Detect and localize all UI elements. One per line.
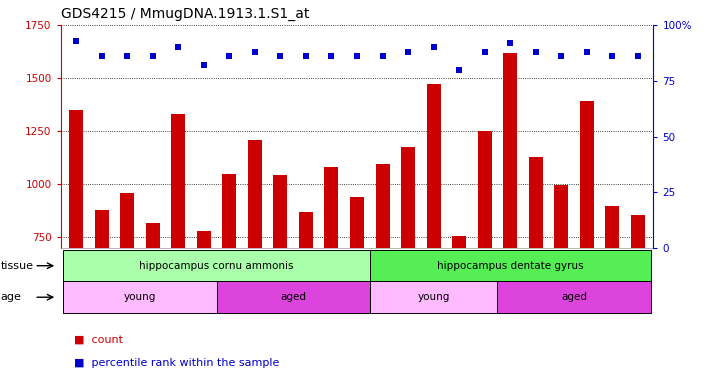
Bar [503,53,517,248]
Point [505,40,516,46]
Point [555,53,567,59]
Text: hippocampus dentate gyrus: hippocampus dentate gyrus [437,261,583,271]
Bar [273,175,288,248]
Text: young: young [124,292,156,302]
Bar [605,205,620,248]
Text: aged: aged [280,292,306,302]
Point [428,44,439,50]
Bar [631,215,645,248]
Bar [248,140,262,248]
Bar [171,114,185,248]
Bar [120,193,134,248]
Point [351,53,363,59]
Point [121,53,133,59]
Text: ■  percentile rank within the sample: ■ percentile rank within the sample [74,358,279,368]
Bar [222,174,236,248]
Bar [401,147,415,248]
Bar [529,157,543,248]
Bar [350,197,364,248]
Point [198,62,209,68]
Point [607,53,618,59]
Point [326,53,337,59]
Point [453,66,465,73]
Bar [580,101,594,248]
Point [403,49,414,55]
Bar [376,164,390,248]
Point [147,53,159,59]
Bar [94,210,109,248]
Text: aged: aged [561,292,587,302]
Point [96,53,107,59]
Point [70,38,81,44]
Point [300,53,311,59]
Point [377,53,388,59]
Bar [69,110,83,248]
Text: tissue: tissue [1,261,34,271]
Bar [197,231,211,248]
Bar [554,185,568,248]
Text: GDS4215 / MmugDNA.1913.1.S1_at: GDS4215 / MmugDNA.1913.1.S1_at [61,7,309,21]
Point [479,49,491,55]
Point [275,53,286,59]
Point [633,53,644,59]
Bar [146,223,160,248]
Text: age: age [1,292,21,302]
Point [530,49,541,55]
Bar [324,167,338,248]
Point [223,53,235,59]
Point [249,49,261,55]
Text: hippocampus cornu ammonis: hippocampus cornu ammonis [139,261,293,271]
Bar [478,131,492,248]
Point [581,49,593,55]
Point [173,44,184,50]
Bar [452,237,466,248]
Text: young: young [418,292,450,302]
Bar [299,212,313,248]
Text: ■  count: ■ count [74,335,123,345]
Bar [426,84,441,248]
